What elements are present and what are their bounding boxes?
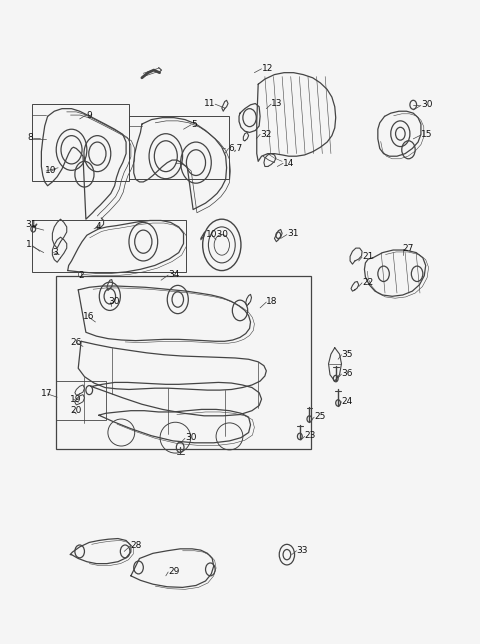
Text: 6,7: 6,7 <box>228 144 242 153</box>
Bar <box>32 220 186 272</box>
Text: 19: 19 <box>70 395 82 404</box>
Text: 11: 11 <box>204 99 215 108</box>
Text: 24: 24 <box>341 397 353 406</box>
Text: 31: 31 <box>287 229 299 238</box>
Text: 16: 16 <box>83 312 95 321</box>
Text: 28: 28 <box>130 541 141 550</box>
Text: 9: 9 <box>86 111 92 120</box>
Text: 1: 1 <box>25 240 31 249</box>
Text: 4: 4 <box>96 222 101 231</box>
Text: 14: 14 <box>283 159 294 168</box>
Text: 22: 22 <box>362 278 373 287</box>
Text: 35: 35 <box>341 350 353 359</box>
Bar <box>32 104 129 180</box>
Text: 10: 10 <box>45 167 56 175</box>
Text: 30: 30 <box>421 100 432 109</box>
Bar <box>56 381 106 420</box>
Text: 18: 18 <box>266 297 278 306</box>
Text: 30: 30 <box>185 433 196 442</box>
Bar <box>56 276 311 450</box>
Text: 33: 33 <box>297 545 308 554</box>
Text: 27: 27 <box>403 244 414 253</box>
Text: 20: 20 <box>70 406 82 415</box>
Text: 36: 36 <box>341 369 353 378</box>
Text: 30: 30 <box>108 297 120 306</box>
Text: 21: 21 <box>362 252 373 261</box>
Text: 3: 3 <box>52 248 58 257</box>
Text: 31: 31 <box>25 220 37 229</box>
Text: 32: 32 <box>260 130 272 139</box>
Text: 34: 34 <box>168 270 180 279</box>
Text: 2: 2 <box>78 270 84 279</box>
Text: 25: 25 <box>314 412 325 421</box>
Text: 29: 29 <box>168 567 180 576</box>
Text: 8: 8 <box>27 133 33 142</box>
Text: 12: 12 <box>262 64 273 73</box>
Text: 15: 15 <box>421 130 432 139</box>
Text: 17: 17 <box>41 390 53 399</box>
Text: 23: 23 <box>305 431 316 440</box>
Text: 5: 5 <box>191 120 197 129</box>
Text: 13: 13 <box>271 99 283 108</box>
Text: 1030: 1030 <box>205 230 228 239</box>
Text: 26: 26 <box>70 338 82 347</box>
Bar <box>129 117 229 179</box>
